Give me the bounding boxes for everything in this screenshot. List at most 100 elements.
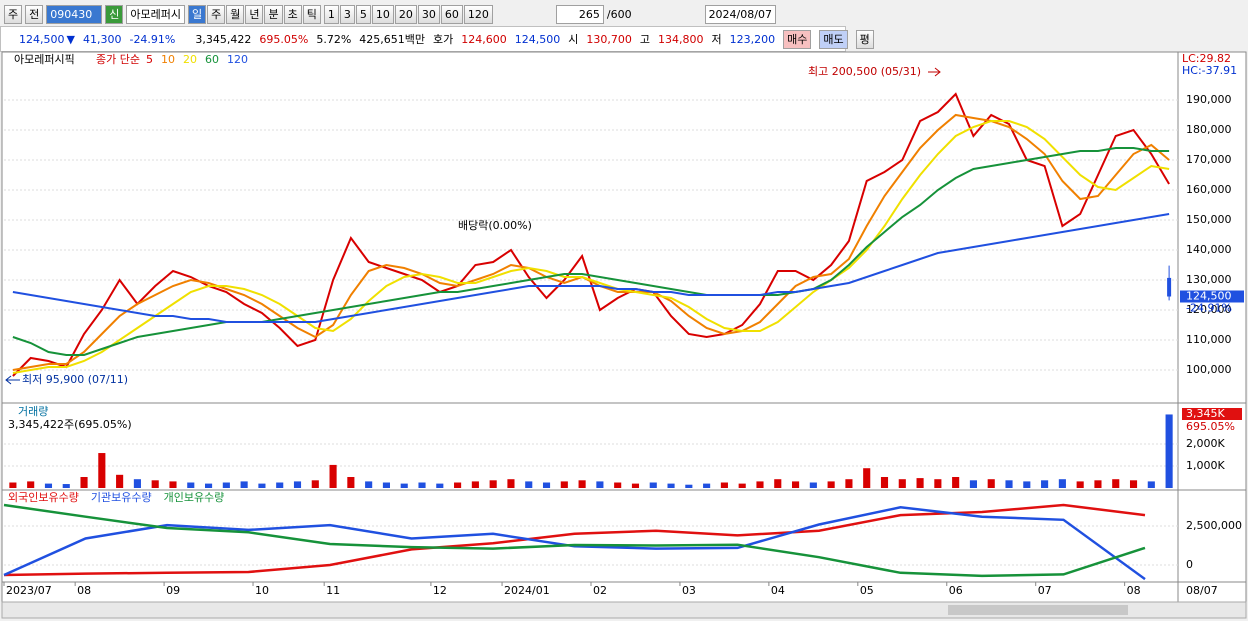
volume-bar <box>649 482 657 488</box>
pane-name: 아모레퍼시픽 <box>14 53 75 66</box>
amount: 425,651백만 <box>359 33 426 46</box>
volume-bar <box>240 481 248 488</box>
line <box>3 503 1146 578</box>
y-tick-label: 190,000 <box>1186 93 1232 106</box>
volume-bar <box>703 483 711 488</box>
low-label: 저 <box>711 33 722 46</box>
legend-entry: 5 <box>146 53 153 66</box>
volume-last: 3,345K <box>1186 407 1225 420</box>
interval[interactable]: 20 <box>394 4 417 24</box>
price: 124,500 <box>19 32 65 46</box>
dividend-note: 배당락(0.00%) <box>458 219 532 232</box>
volume-title: 거래량 <box>18 405 48 418</box>
volume-bar <box>578 480 586 488</box>
market[interactable]: 주 <box>4 4 23 24</box>
hc: HC:-37.91 <box>1182 64 1237 77</box>
volume-bar <box>987 479 995 488</box>
interval[interactable]: 30 <box>417 4 440 24</box>
price-tag-label: 124,500 <box>1186 290 1232 303</box>
x-tick-label: 09 <box>166 584 180 597</box>
plot-bg <box>1 51 1179 603</box>
scroll-thumb[interactable] <box>948 605 1128 615</box>
chart: 아모레퍼시픽 종가 단순 LC:29.82 HC:-37.91 최고 200,5… <box>1 51 1247 619</box>
quote-row: 124,500 ▼ 41,300 -24.91% 3,345,422 695.05… <box>0 26 874 52</box>
volume-bar <box>418 482 426 488</box>
period[interactable]: 월 <box>226 4 245 24</box>
period[interactable]: 분 <box>264 4 283 24</box>
legend-entry: 120 <box>227 53 248 66</box>
volume-bar <box>169 481 177 488</box>
axis-bg <box>1177 51 1247 603</box>
volume-bar <box>507 479 515 488</box>
period[interactable]: 년 <box>245 4 264 24</box>
y-tick-label: 130,000 <box>1186 273 1232 286</box>
volume-bar <box>9 482 17 488</box>
volume-bar <box>133 479 141 488</box>
volume-pct: 695.05% <box>259 32 309 46</box>
volume-bar <box>400 483 408 488</box>
volume-bar <box>792 481 800 488</box>
volume-bar <box>1041 480 1049 488</box>
low: 123,200 <box>729 32 776 46</box>
period[interactable]: 주 <box>207 4 226 24</box>
x-tick-label: 03 <box>682 584 696 597</box>
interval[interactable]: 3 <box>339 4 355 24</box>
volume-bar <box>1165 414 1173 488</box>
volume-bar <box>596 481 604 488</box>
volume-pct: 695.05% <box>1186 420 1235 433</box>
prev[interactable]: 전 <box>25 4 44 24</box>
y-tick-label: 1,000K <box>1186 459 1225 472</box>
badge: 신 <box>105 4 124 24</box>
volume-bar <box>151 480 159 488</box>
period[interactable]: 초 <box>283 4 302 24</box>
open: 130,700 <box>586 32 632 46</box>
interval[interactable]: 10 <box>371 4 394 24</box>
avg[interactable]: 평 <box>855 29 874 49</box>
volume-bar <box>720 482 728 488</box>
scrollbar[interactable] <box>1 601 1247 619</box>
volume-bar <box>365 481 373 488</box>
volume-bar <box>667 483 675 488</box>
volume-bar <box>187 482 195 488</box>
volume-bar <box>685 484 693 488</box>
period[interactable]: 일 <box>187 4 207 24</box>
volume-bar <box>1023 481 1031 488</box>
high-label: 고 <box>639 33 651 46</box>
y-tick-label: 2,500,000 <box>1186 519 1242 532</box>
code[interactable]: 090430 <box>46 4 103 24</box>
volume-bar <box>116 474 124 488</box>
x-tick-label: 08 <box>77 584 91 597</box>
y-tick-label: 120,000 <box>1186 303 1232 316</box>
volume-bar <box>863 468 871 488</box>
y-tick-label: 2,000K <box>1186 437 1225 450</box>
volume-bar <box>1058 479 1066 488</box>
interval[interactable]: 120 <box>463 4 493 24</box>
turnover: 5.72% <box>316 32 352 46</box>
volume-bar <box>62 484 70 488</box>
volume-bar <box>916 478 924 488</box>
interval[interactable]: 60 <box>440 4 463 24</box>
x-tick-label: 07 <box>1038 584 1052 597</box>
volume-bar <box>1129 480 1138 488</box>
buy[interactable]: 매수 <box>783 29 812 49</box>
interval[interactable]: 5 <box>355 4 371 24</box>
y-tick-label: 110,000 <box>1186 333 1232 346</box>
vol-last-bg <box>1182 408 1242 420</box>
bid-label: 호가 <box>433 33 454 46</box>
sell[interactable]: 매도 <box>819 29 848 49</box>
count[interactable]: 265 <box>555 4 604 24</box>
interval[interactable]: 1 <box>323 4 339 24</box>
volume-bar <box>258 483 266 488</box>
volume-bar <box>1147 481 1155 488</box>
change-pct: -24.91% <box>129 32 176 46</box>
volume-bar <box>454 482 462 488</box>
volume-bar <box>436 483 444 488</box>
date[interactable]: 2024/08/07 <box>704 4 776 24</box>
period[interactable]: 틱 <box>302 4 321 24</box>
volume-bar <box>845 479 853 488</box>
end-date: 08/07 <box>1186 584 1218 597</box>
x-tick-label: 10 <box>255 584 269 597</box>
volume-bar <box>934 479 942 488</box>
